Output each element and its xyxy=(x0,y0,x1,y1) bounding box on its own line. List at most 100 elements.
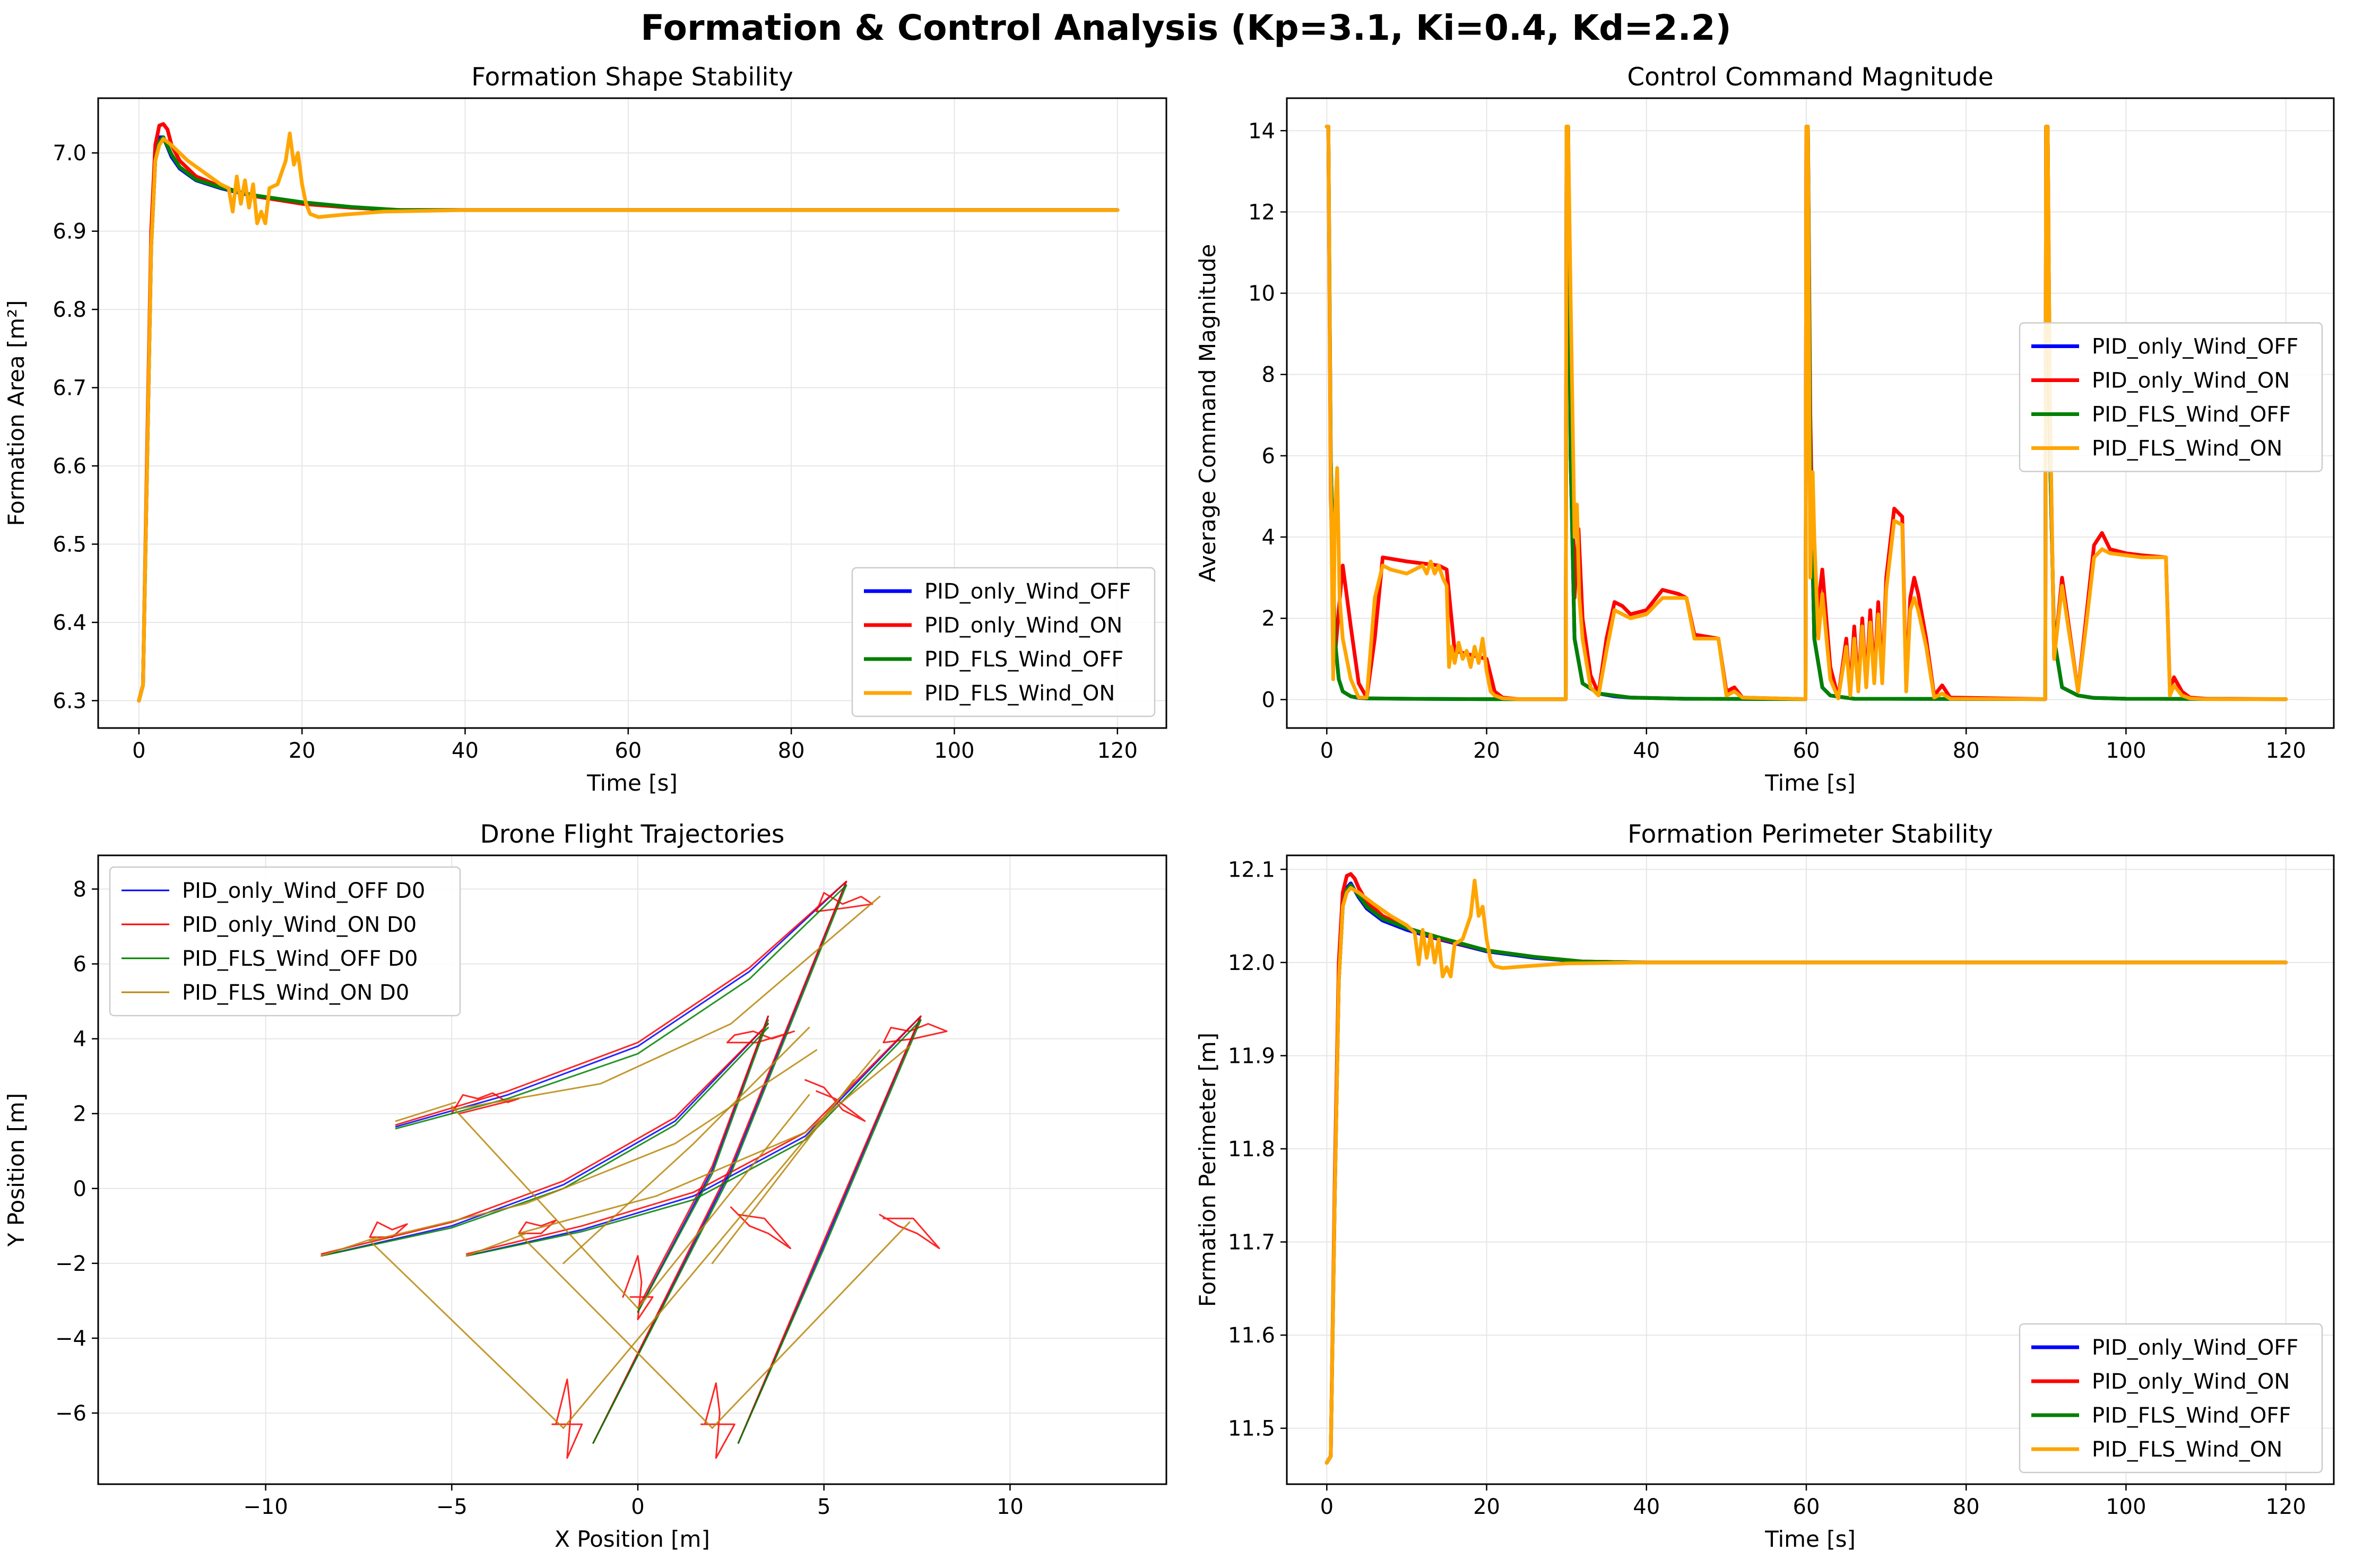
legend-label: PID_FLS_Wind_ON xyxy=(2092,1437,2282,1462)
y-tick-label: 6.8 xyxy=(53,298,86,322)
y-tick-label: 6.3 xyxy=(53,689,86,713)
series-line-PID_only_Wind_ON D0 xyxy=(737,1015,922,1444)
y-tick-label: 11.8 xyxy=(1228,1137,1275,1162)
series-line-PID_FLS_Wind_ON D0 xyxy=(562,1027,810,1264)
axes-frame xyxy=(1286,854,2335,1485)
axes-frame xyxy=(97,97,1167,729)
y-tick-label: 14 xyxy=(1248,119,1275,143)
y-tick-label: 12.1 xyxy=(1228,857,1275,882)
series-line-PID_FLS_Wind_ON D0 xyxy=(321,1236,378,1257)
series-line-PID_only_Wind_ON D0 xyxy=(700,1382,735,1459)
y-axis-label: Average Command Magnitude xyxy=(1194,244,1220,583)
legend: PID_only_Wind_OFF D0 PID_only_Wind_ON D0 P… xyxy=(109,866,461,1017)
y-tick-label: 4 xyxy=(1262,525,1275,550)
series-line-PID_FLS_Wind_OFF D0 xyxy=(395,884,847,1130)
y-tick-label: 2 xyxy=(73,1102,86,1127)
legend-label: PID_FLS_Wind_OFF xyxy=(2092,1404,2291,1428)
x-tick-label: 40 xyxy=(1633,739,1660,763)
series-line-PID_only_Wind_ON D0 xyxy=(518,1219,557,1234)
series-line-PID_FLS_Wind_ON D0 xyxy=(451,1105,639,1309)
y-tick-label: 2 xyxy=(1262,607,1275,631)
x-axis-label: Time [s] xyxy=(1764,770,1856,796)
series-line-PID_only_Wind_OFF D0 xyxy=(395,880,847,1128)
x-tick-label: 5 xyxy=(817,1495,830,1519)
y-tick-label: 6.6 xyxy=(53,454,86,479)
figure-title: Formation & Control Analysis (Kp=3.1, Ki… xyxy=(640,7,1732,48)
x-tick-label: 40 xyxy=(452,739,479,763)
x-tick-label: 80 xyxy=(778,739,805,763)
y-tick-label: 6.5 xyxy=(53,532,86,557)
y-tick-label: −4 xyxy=(55,1327,86,1351)
x-tick-label: 60 xyxy=(1793,739,1820,763)
series-line-PID_FLS_Wind_ON xyxy=(1324,878,2288,1465)
legend-box xyxy=(851,567,1156,717)
y-tick-label: 10 xyxy=(1248,282,1275,306)
y-tick-label: 8 xyxy=(1262,363,1275,387)
y-tick-label: −6 xyxy=(55,1401,86,1426)
chart-title: Formation Shape Stability xyxy=(471,63,793,92)
legend-label: PID_FLS_Wind_ON D0 xyxy=(182,981,409,1005)
x-tick-label: 100 xyxy=(2106,1495,2146,1519)
series-line-PID_FLS_Wind_OFF D0 xyxy=(737,1019,922,1444)
x-tick-label: 120 xyxy=(2265,739,2306,763)
x-tick-label: 0 xyxy=(132,739,145,763)
series-line-PID_FLS_Wind_ON D0 xyxy=(711,1221,911,1429)
x-tick-label: 80 xyxy=(1953,739,1980,763)
y-tick-label: 11.7 xyxy=(1228,1231,1275,1255)
x-tick-label: 10 xyxy=(997,1495,1024,1519)
y-tick-label: 0 xyxy=(1262,688,1275,712)
series-line-PID_only_Wind_OFF D0 xyxy=(465,1015,922,1257)
y-tick-label: 6 xyxy=(1262,444,1275,469)
legend-label: PID_only_Wind_OFF xyxy=(2092,335,2298,359)
legend: PID_only_Wind_OFF PID_only_Wind_ON PID_FLS… xyxy=(851,567,1156,717)
x-tick-label: 20 xyxy=(1473,739,1500,763)
series-line-PID_only_Wind_ON D0 xyxy=(551,1379,583,1459)
series-line-PID_FLS_Wind_ON D0 xyxy=(518,1045,911,1234)
legend-label: PID_only_Wind_ON xyxy=(2092,369,2290,393)
x-tick-label: 0 xyxy=(631,1495,644,1519)
y-axis-label: Formation Perimeter [m] xyxy=(1194,1033,1220,1307)
series-line-PID_only_Wind_ON D0 xyxy=(730,1206,792,1250)
series-line-PID_only_Wind_OFF D0 xyxy=(592,880,847,1444)
chart-title: Drone Flight Trajectories xyxy=(480,820,785,849)
x-axis-label: X Position [m] xyxy=(555,1526,710,1552)
series-group xyxy=(321,880,948,1459)
series-line-PID_only_Wind_OFF D0 xyxy=(637,1015,769,1313)
x-tick-label: −10 xyxy=(243,1495,288,1519)
y-tick-label: 8 xyxy=(73,877,86,902)
y-tick-label: 11.9 xyxy=(1228,1044,1275,1068)
y-tick-label: 12 xyxy=(1248,200,1275,224)
x-tick-label: 80 xyxy=(1953,1495,1980,1519)
series-line-PID_only_Wind_ON D0 xyxy=(395,880,847,1126)
x-axis-label: Time [s] xyxy=(1764,1526,1856,1552)
legend: PID_only_Wind_OFF PID_only_Wind_ON PID_FLS… xyxy=(2019,322,2323,472)
series-line-PID_FLS_Wind_ON D0 xyxy=(465,1232,527,1257)
legend: PID_only_Wind_OFF PID_only_Wind_ON PID_FLS… xyxy=(2019,1323,2323,1474)
x-tick-label: 20 xyxy=(289,739,316,763)
x-tick-label: 0 xyxy=(1320,739,1334,763)
y-tick-label: 7.0 xyxy=(53,141,86,166)
y-tick-label: 6.7 xyxy=(53,376,86,401)
series-line-PID_FLS_Wind_OFF D0 xyxy=(637,1019,769,1313)
series-line-PID_FLS_Wind_ON xyxy=(1324,125,2288,701)
series-group xyxy=(137,122,1120,703)
series-line-PID_only_Wind_ON D0 xyxy=(816,892,873,913)
axes-frame xyxy=(97,854,1167,1485)
legend-label: PID_FLS_Wind_OFF D0 xyxy=(182,947,418,971)
x-tick-label: 120 xyxy=(1097,739,1138,763)
y-tick-label: 11.6 xyxy=(1228,1323,1275,1348)
y-tick-label: 4 xyxy=(73,1027,86,1052)
series-line-PID_only_Wind_ON D0 xyxy=(321,1023,769,1255)
chart-panel-1: 0 20 40 60 80 100 120 6.3 6.4 6.5 6.6 6.7 6.8 6.9 7.0 F… xyxy=(3,63,1167,796)
x-axis-label: Time [s] xyxy=(586,770,678,796)
legend-box xyxy=(109,866,461,1017)
legend-label: PID_only_Wind_OFF xyxy=(2092,1336,2298,1360)
x-tick-label: 60 xyxy=(614,739,642,763)
series-line-PID_only_Wind_ON D0 xyxy=(804,1079,866,1122)
x-tick-label: 40 xyxy=(1633,1495,1660,1519)
legend-label: PID_only_Wind_OFF D0 xyxy=(182,879,425,903)
y-tick-label: 12.0 xyxy=(1228,951,1275,975)
legend-label: PID_only_Wind_ON D0 xyxy=(182,913,417,937)
legend-label: PID_FLS_Wind_OFF xyxy=(2092,403,2291,427)
series-group xyxy=(1324,872,2288,1465)
